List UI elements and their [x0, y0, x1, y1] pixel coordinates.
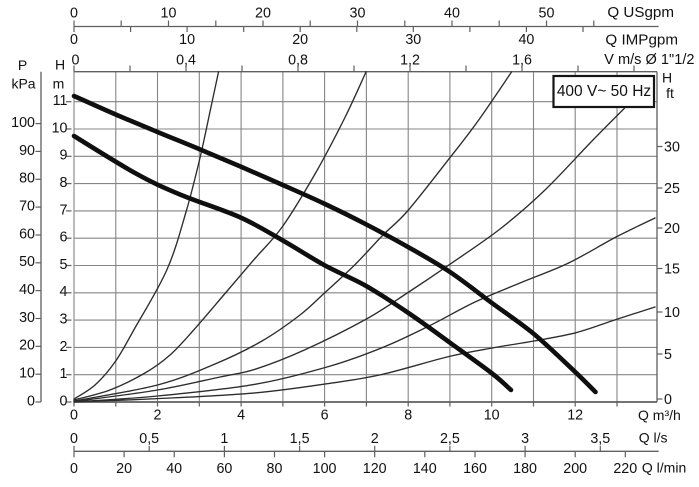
svg-text:5: 5 — [664, 347, 672, 363]
svg-text:100: 100 — [313, 461, 337, 477]
svg-text:30: 30 — [19, 310, 35, 326]
svg-text:0: 0 — [70, 431, 78, 447]
svg-text:20: 20 — [116, 461, 132, 477]
svg-text:20: 20 — [292, 32, 308, 48]
svg-text:kPa: kPa — [11, 76, 35, 92]
svg-text:3: 3 — [521, 431, 529, 447]
svg-text:Q IMPgpm: Q IMPgpm — [605, 32, 678, 49]
svg-text:8: 8 — [60, 175, 68, 191]
svg-text:0: 0 — [70, 32, 78, 48]
svg-text:220: 220 — [613, 461, 637, 477]
svg-text:2,5: 2,5 — [440, 431, 460, 447]
svg-text:V m/s Ø 1"1/2: V m/s Ø 1"1/2 — [604, 52, 694, 68]
svg-text:1: 1 — [60, 366, 68, 382]
svg-text:10: 10 — [52, 120, 68, 136]
svg-text:50: 50 — [19, 254, 35, 270]
svg-text:40: 40 — [518, 32, 534, 48]
svg-text:0: 0 — [70, 6, 78, 22]
svg-text:160: 160 — [463, 461, 487, 477]
svg-text:Q USgpm: Q USgpm — [607, 4, 674, 21]
svg-text:0,4: 0,4 — [176, 53, 196, 69]
svg-text:180: 180 — [513, 461, 537, 477]
svg-text:20: 20 — [255, 6, 271, 22]
svg-text:P: P — [18, 57, 27, 73]
svg-text:3,5: 3,5 — [590, 431, 610, 447]
svg-text:60: 60 — [19, 226, 35, 242]
svg-text:Q l/min: Q l/min — [642, 460, 686, 476]
svg-text:20: 20 — [19, 338, 35, 354]
svg-text:H: H — [55, 57, 65, 73]
svg-text:1: 1 — [220, 431, 228, 447]
svg-text:30: 30 — [405, 32, 421, 48]
svg-text:25: 25 — [664, 181, 680, 197]
svg-text:2: 2 — [60, 339, 68, 355]
svg-text:2: 2 — [371, 431, 379, 447]
svg-text:m: m — [53, 76, 65, 92]
svg-text:10: 10 — [664, 305, 680, 321]
svg-text:12: 12 — [567, 408, 583, 424]
svg-text:80: 80 — [19, 171, 35, 187]
svg-text:1,5: 1,5 — [290, 431, 310, 447]
svg-text:40: 40 — [444, 6, 460, 22]
svg-text:0: 0 — [27, 393, 35, 409]
svg-text:1,2: 1,2 — [400, 53, 420, 69]
svg-text:Q m³/h: Q m³/h — [638, 407, 681, 423]
svg-text:40: 40 — [166, 461, 182, 477]
svg-text:400 V~ 50 Hz: 400 V~ 50 Hz — [557, 83, 651, 100]
svg-text:4: 4 — [60, 284, 68, 300]
svg-text:0: 0 — [664, 392, 672, 408]
svg-text:9: 9 — [60, 148, 68, 164]
svg-text:7: 7 — [60, 202, 68, 218]
svg-text:80: 80 — [267, 461, 283, 477]
svg-text:15: 15 — [664, 262, 680, 278]
svg-text:60: 60 — [216, 461, 232, 477]
svg-text:H: H — [662, 70, 672, 86]
svg-text:0,8: 0,8 — [288, 53, 308, 69]
svg-text:2: 2 — [154, 408, 162, 424]
svg-text:ft: ft — [666, 85, 674, 101]
svg-text:6: 6 — [321, 408, 329, 424]
svg-text:30: 30 — [350, 6, 366, 22]
svg-text:70: 70 — [19, 199, 35, 215]
svg-text:10: 10 — [484, 408, 500, 424]
svg-text:11: 11 — [53, 93, 68, 109]
svg-text:40: 40 — [19, 282, 35, 298]
svg-text:1,6: 1,6 — [512, 53, 532, 69]
svg-text:200: 200 — [563, 461, 587, 477]
svg-text:10: 10 — [161, 6, 177, 22]
svg-text:0: 0 — [70, 408, 78, 424]
svg-text:0: 0 — [60, 393, 68, 409]
svg-text:5: 5 — [60, 257, 68, 273]
svg-text:10: 10 — [179, 32, 195, 48]
svg-text:120: 120 — [363, 461, 387, 477]
svg-text:50: 50 — [539, 6, 555, 22]
svg-text:10: 10 — [19, 366, 35, 382]
svg-text:0: 0 — [70, 461, 78, 477]
svg-text:30: 30 — [664, 140, 680, 156]
svg-text:8: 8 — [404, 408, 412, 424]
svg-text:140: 140 — [413, 461, 437, 477]
svg-text:20: 20 — [664, 221, 680, 237]
svg-text:100: 100 — [11, 115, 35, 131]
svg-text:0,5: 0,5 — [139, 431, 159, 447]
svg-text:4: 4 — [237, 408, 245, 424]
svg-text:Q l/s: Q l/s — [639, 430, 668, 446]
svg-text:0: 0 — [72, 53, 80, 69]
svg-text:6: 6 — [60, 230, 68, 246]
svg-text:90: 90 — [19, 143, 35, 159]
svg-text:3: 3 — [60, 312, 68, 328]
